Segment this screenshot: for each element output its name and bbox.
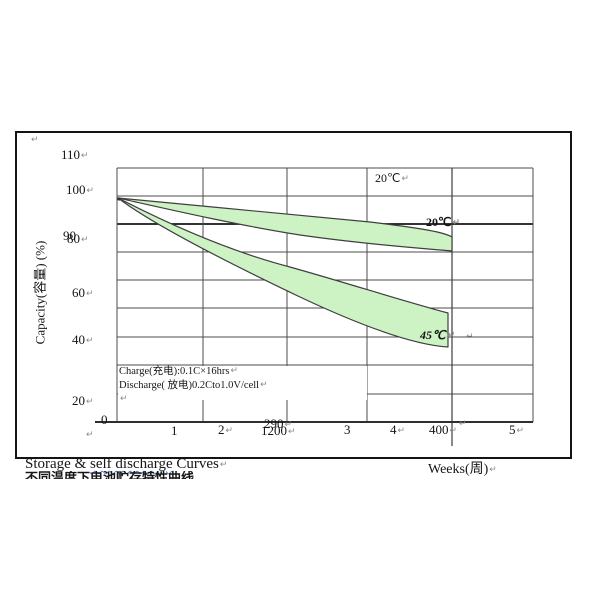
return-mark: ↵ <box>230 365 238 375</box>
chinese-subtitle-clipped: 不同温度下电池贮存特性曲线图 <box>25 471 195 479</box>
title-spellcheck-segment: self discharge <box>90 456 173 472</box>
return-mark: ↵ <box>225 425 234 435</box>
y-tick-100: 100↵ <box>66 182 95 197</box>
x-tick-3: 3 <box>344 422 351 437</box>
y-tick-20: 20↵ <box>72 393 94 408</box>
label-20c-band: 20℃↵ <box>426 215 461 229</box>
x-tick-1: 1 <box>171 423 178 438</box>
return-mark: ↵ <box>446 330 455 340</box>
return-mark: ↵ <box>284 419 293 429</box>
label-45c-band: 45℃↵ <box>420 328 455 342</box>
title-prefix: Storage & <box>25 456 90 472</box>
x-tick-5: 5↵ <box>509 422 525 437</box>
return-mark: ↵ <box>452 217 461 227</box>
return-mark: ↵ <box>397 425 406 435</box>
y-tick-0: 0 <box>101 412 108 427</box>
return-mark: ↵ <box>31 134 39 144</box>
return-mark: ↵ <box>260 379 268 389</box>
test-conditions-annotation: Charge(充电):0.1C×16hrs↵ Discharge( 放电)0.2… <box>119 364 268 406</box>
return-mark: ↵ <box>86 396 94 406</box>
y-tick-60: 60↵ <box>72 285 94 300</box>
return-mark: ↵ <box>86 288 94 298</box>
return-mark: ↵ <box>120 393 128 403</box>
x-tick-4: 4↵ <box>390 422 406 437</box>
band-20c <box>117 197 453 252</box>
title-suffix: Curves <box>172 456 219 472</box>
y-tick-110: 110↵ <box>61 147 89 162</box>
return-mark: ↵ <box>401 173 410 183</box>
chart-title: Storage & self discharge Curves↵ <box>25 456 227 472</box>
empty-line: ↵ <box>119 392 268 406</box>
return-mark: ↵ <box>81 234 89 244</box>
x-axis-title: Weeks(周)↵ <box>428 462 497 477</box>
chart-outer-border <box>15 131 572 459</box>
return-mark: ↵ <box>219 459 228 469</box>
x-tick-2: 2↵ <box>218 422 234 437</box>
x-tick-1200: 1200↵ <box>261 423 296 438</box>
discharge-condition: Discharge( 放电)0.2Cto1.0V/cell↵ <box>119 379 268 391</box>
y-tick-80: 80↵ <box>67 231 89 246</box>
band-origin-point <box>117 197 121 201</box>
x-tick-400: 400↵ <box>429 422 458 437</box>
y-tick-40: 40↵ <box>72 332 94 347</box>
label-20c-top: 20℃↵ <box>375 171 410 185</box>
charge-condition: Charge(充电):0.1C×16hrs↵ <box>119 365 238 377</box>
return-mark: ↵ <box>466 331 474 341</box>
return-mark: ↵ <box>459 418 467 428</box>
return-mark: ↵ <box>489 464 497 474</box>
return-mark: ↵ <box>86 185 95 195</box>
x-tick-290: 290↵ <box>264 416 293 431</box>
annotation-box-background <box>118 366 367 400</box>
y-tick-90: 90 <box>63 228 76 243</box>
return-mark: ↵ <box>81 150 89 160</box>
return-mark: ↵ <box>86 429 94 439</box>
band-45c <box>117 197 449 348</box>
y-axis-title: Capacity(容量) (%) <box>32 240 48 345</box>
return-mark: ↵ <box>516 425 525 435</box>
return-mark: ↵ <box>449 425 458 435</box>
return-mark: ↵ <box>86 335 94 345</box>
return-mark: ↵ <box>288 426 296 436</box>
